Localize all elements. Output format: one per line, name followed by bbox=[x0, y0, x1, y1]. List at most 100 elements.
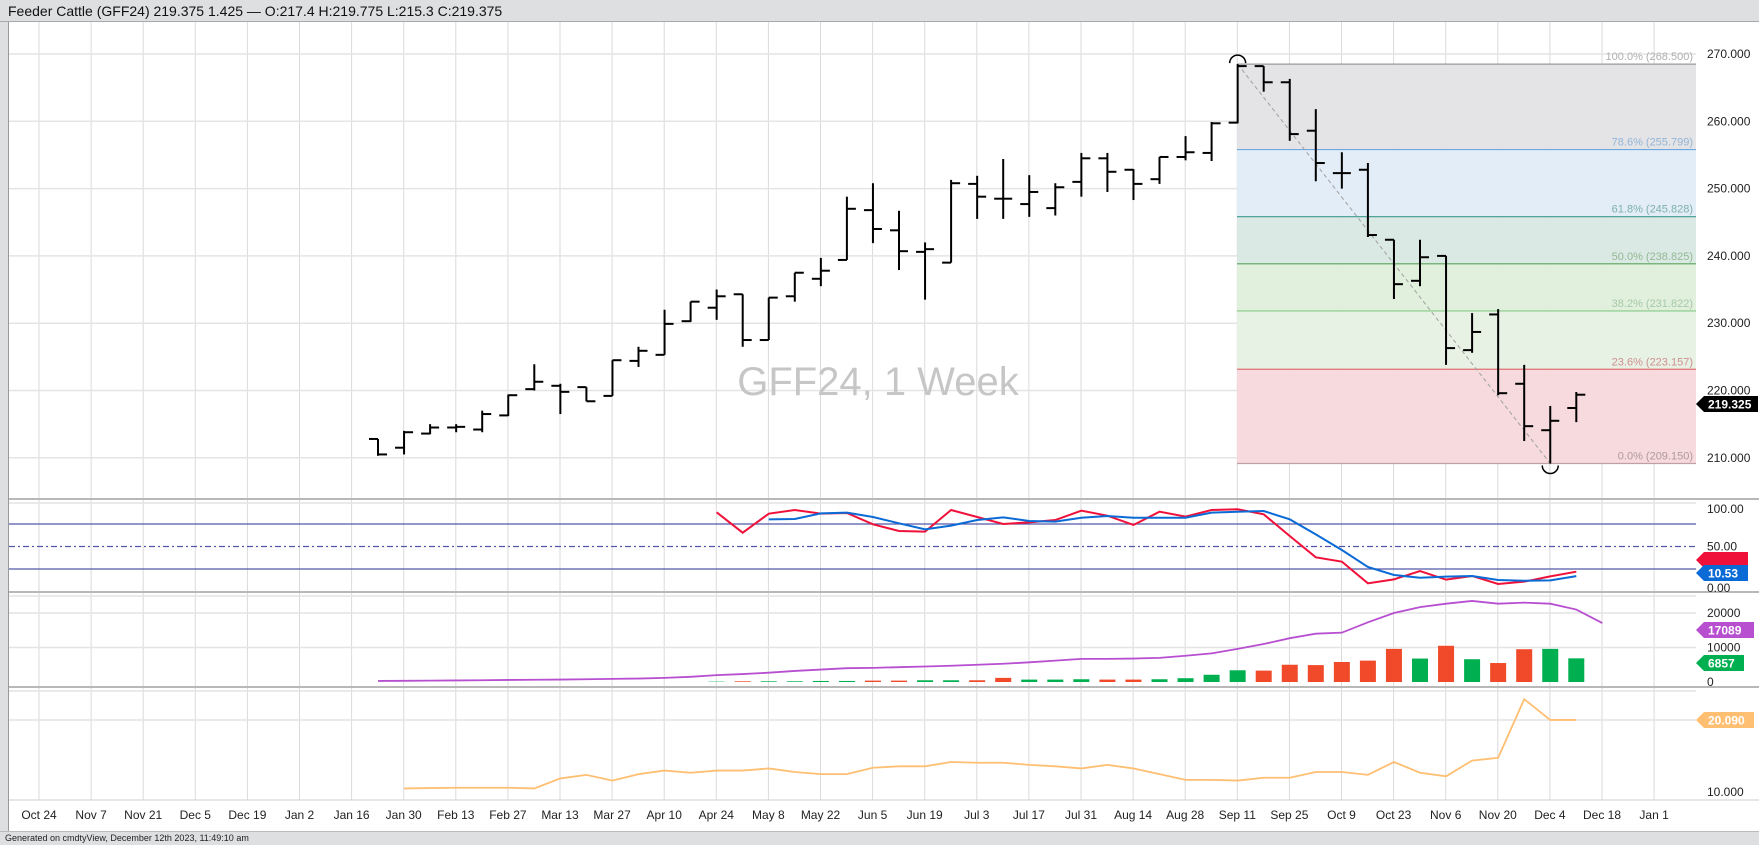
ohlc-bar bbox=[1358, 163, 1377, 238]
panel-bg bbox=[9, 688, 1696, 800]
ohlc-bar bbox=[473, 410, 492, 433]
ohlc-bar bbox=[1489, 309, 1508, 396]
volume-bar bbox=[1385, 648, 1402, 682]
open-interest-tag-text: 17089 bbox=[1708, 624, 1742, 638]
x-axis-label: Jul 31 bbox=[1065, 808, 1097, 822]
lower-axis-label: 10.000 bbox=[1707, 785, 1744, 799]
x-axis-label: Oct 23 bbox=[1376, 808, 1412, 822]
footer: Generated on cmdtyView, December 12th 20… bbox=[0, 831, 1759, 845]
ohlc-bar bbox=[499, 394, 518, 417]
fib-level-label: 100.0% (268.500) bbox=[1606, 51, 1693, 63]
swing-low-marker bbox=[1541, 465, 1559, 475]
fibonacci-retracement[interactable]: 100.0% (268.500) 78.6% (255.799) 61.8% (24… bbox=[1228, 51, 1696, 475]
x-axis-label: Nov 6 bbox=[1430, 808, 1462, 822]
ohlc-bar bbox=[1228, 64, 1247, 124]
x-axis-label: Mar 13 bbox=[541, 808, 579, 822]
ohlc-bar bbox=[1515, 364, 1534, 441]
oscillator-slow-tag-text: 10.53 bbox=[1708, 567, 1738, 581]
ohlc-bar bbox=[1124, 168, 1143, 201]
x-axis-label: Sep 25 bbox=[1270, 808, 1308, 822]
ohlc-bar bbox=[1332, 152, 1351, 189]
x-axis-label: Dec 5 bbox=[180, 808, 212, 822]
x-axis-label: Oct 24 bbox=[21, 808, 57, 822]
price-axis-label: 240.000 bbox=[1707, 249, 1751, 263]
left-frame bbox=[0, 22, 9, 831]
x-axis-label: Apr 10 bbox=[647, 808, 683, 822]
price-chart[interactable]: 100.0% (268.500) 78.6% (255.799) 61.8% (24… bbox=[0, 22, 1759, 831]
volume-bar bbox=[1568, 658, 1585, 682]
ohlc-bar bbox=[551, 383, 570, 415]
oscillator-fast-tag bbox=[1696, 552, 1748, 568]
fib-band bbox=[1237, 263, 1696, 311]
x-axis-label: Dec 18 bbox=[1583, 808, 1621, 822]
volume-bar bbox=[734, 681, 751, 682]
oscillator-axis-label: 0.00 bbox=[1707, 581, 1731, 595]
volume-tag-text: 6857 bbox=[1708, 657, 1735, 671]
last-price-tag-text: 219.325 bbox=[1708, 398, 1752, 412]
ohlc-bar bbox=[942, 179, 961, 264]
price-axis-label: 230.000 bbox=[1707, 316, 1751, 330]
ohlc-bar bbox=[863, 183, 882, 244]
volume-bar bbox=[812, 680, 829, 682]
fib-level-label: 0.0% (209.150) bbox=[1618, 451, 1693, 463]
fib-band bbox=[1237, 310, 1696, 370]
volume-bar bbox=[1542, 648, 1559, 682]
volume-axis-label: 20000 bbox=[1707, 606, 1741, 620]
volume-bar bbox=[943, 680, 960, 682]
x-axis-label: Jan 16 bbox=[334, 808, 370, 822]
ohlc-bar bbox=[655, 309, 674, 356]
ohlc-bar bbox=[1020, 175, 1039, 217]
last-price-tag-shape bbox=[1696, 396, 1758, 412]
x-axis-label: Jan 1 bbox=[1639, 808, 1669, 822]
x-axis-label: Aug 14 bbox=[1114, 808, 1152, 822]
x-axis-label: May 8 bbox=[752, 808, 785, 822]
x-axis-label: Oct 9 bbox=[1327, 808, 1356, 822]
ohlc-bar bbox=[1280, 78, 1299, 141]
symbol-quote-header: Feeder Cattle (GFF24) 219.375 1.425 — O:… bbox=[8, 3, 503, 19]
volume-bar bbox=[1255, 670, 1272, 682]
volume-bar bbox=[1490, 663, 1507, 682]
volume-bar bbox=[995, 677, 1012, 682]
oscillator-axis-label: 100.00 bbox=[1707, 502, 1744, 516]
ohlc-bar bbox=[1306, 109, 1325, 182]
fib-band bbox=[1237, 369, 1696, 464]
axes: Oct 24 Nov 7 Nov 21 Dec 5 Dec 19 Jan 2 Jan 16 J… bbox=[21, 47, 1758, 822]
x-axis-label: Dec 19 bbox=[228, 808, 266, 822]
volume-bar bbox=[1229, 670, 1246, 682]
ohlc-bar bbox=[369, 437, 387, 456]
ohlc-bar bbox=[1463, 313, 1482, 353]
volume-bar bbox=[1307, 665, 1324, 682]
lower-indicator-line bbox=[404, 697, 1577, 790]
ohlc-bar bbox=[1541, 405, 1560, 464]
price-axis-label: 270.000 bbox=[1707, 47, 1751, 61]
ohlc-bar bbox=[994, 158, 1013, 219]
ohlc-bar bbox=[1202, 121, 1221, 162]
x-axis-label: Sep 11 bbox=[1219, 808, 1256, 822]
x-axis-label: Aug 28 bbox=[1166, 808, 1204, 822]
fib-level-label: 78.6% (255.799) bbox=[1612, 137, 1693, 149]
volume-bar bbox=[1151, 679, 1168, 682]
ohlc-bar bbox=[421, 424, 440, 435]
x-axis-label: Nov 20 bbox=[1479, 808, 1517, 822]
x-axis-label: Feb 13 bbox=[437, 808, 475, 822]
volume-axis-label: 10000 bbox=[1707, 641, 1741, 655]
price-axis-label: 250.000 bbox=[1707, 182, 1751, 196]
ohlc-bar bbox=[1384, 238, 1403, 299]
ohlc-bars bbox=[369, 64, 1586, 464]
x-axis-label: Jan 2 bbox=[285, 808, 315, 822]
volume-bar bbox=[1359, 660, 1376, 682]
fib-level-label: 50.0% (238.825) bbox=[1612, 251, 1693, 263]
x-axis-label: Dec 4 bbox=[1534, 808, 1566, 822]
volume-tag: 6857 bbox=[1696, 655, 1744, 671]
ohlc-bar bbox=[785, 271, 804, 302]
volume-bar bbox=[1021, 679, 1038, 682]
volume-tag-shape bbox=[1696, 655, 1744, 671]
open-interest-tag-shape bbox=[1696, 622, 1754, 638]
ohlc-bar bbox=[1567, 392, 1586, 423]
x-axis-label: Jun 19 bbox=[907, 808, 943, 822]
volume-panel bbox=[9, 600, 1696, 682]
ohlc-bar bbox=[1098, 152, 1117, 192]
ohlc-bar bbox=[525, 364, 544, 391]
fib-band bbox=[1237, 216, 1696, 264]
x-axis-label: Jul 17 bbox=[1013, 808, 1045, 822]
